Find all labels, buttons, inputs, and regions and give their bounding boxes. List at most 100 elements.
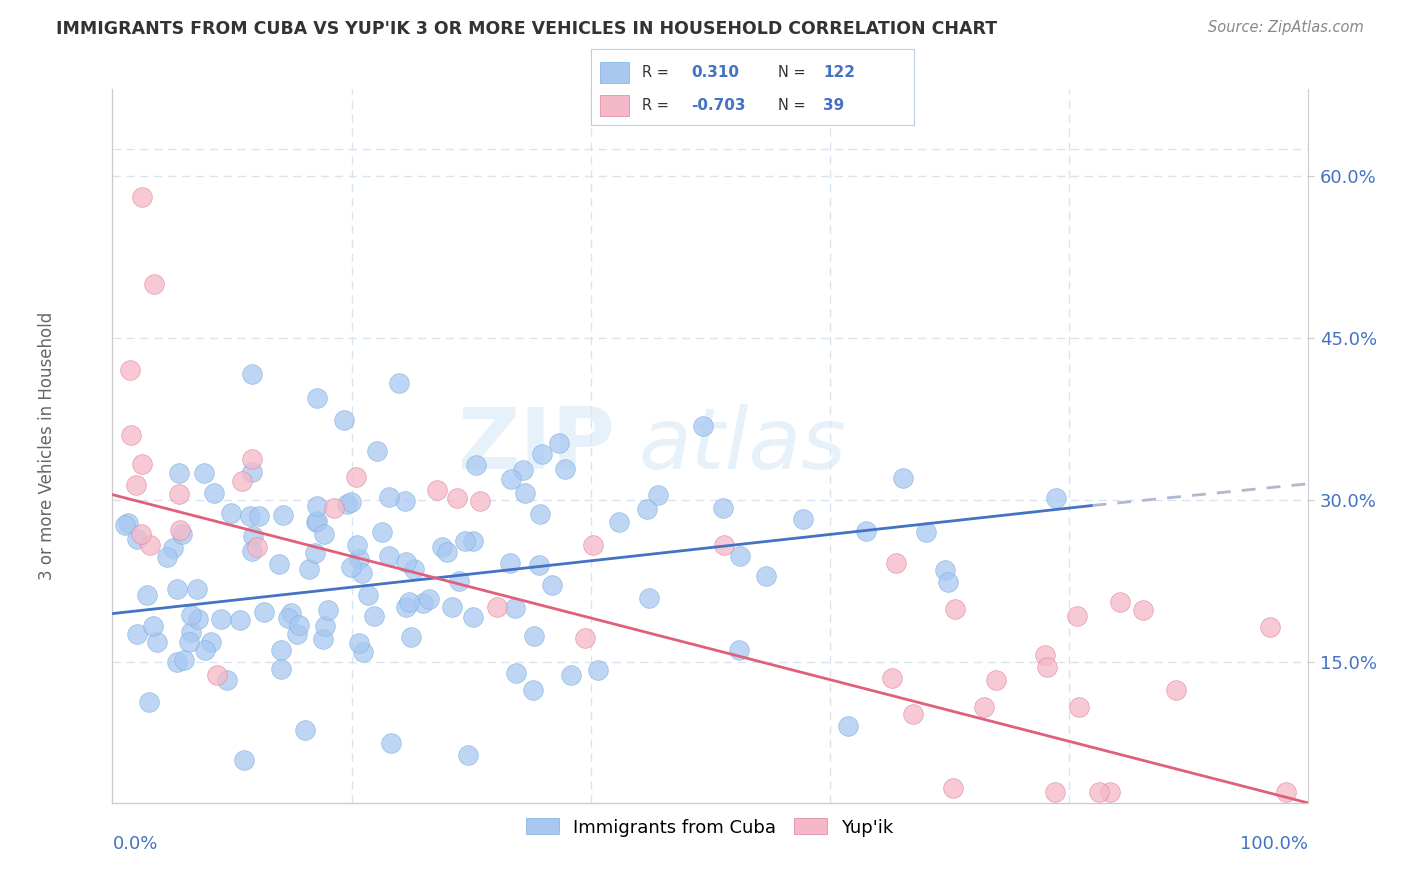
Bar [600,95,630,116]
Point [240,452,263,467]
Text: Source: ZipAtlas.com: Source: ZipAtlas.com [1208,20,1364,35]
Point [179,635,201,649]
Point [1066,609,1088,624]
Point [240,367,263,381]
Point [305,391,328,405]
Point [352,566,374,580]
Point [548,436,571,450]
Point [582,539,605,553]
Point [1132,602,1154,616]
Text: 122: 122 [824,65,855,80]
Point [125,478,148,492]
Point [162,541,184,555]
Point [169,486,191,500]
Point [129,527,152,541]
Point [219,506,242,520]
Point [943,602,966,616]
Point [914,524,936,539]
Point [457,747,479,762]
Point [347,551,370,566]
Point [394,494,416,508]
Point [530,447,553,461]
Point [169,523,191,537]
Point [146,634,169,648]
Point [449,574,471,589]
Point [232,753,254,767]
Point [499,472,522,486]
Text: 0.310: 0.310 [690,65,738,80]
Point [270,643,292,657]
Point [229,613,252,627]
Point [193,466,215,480]
Point [120,427,142,442]
Point [304,546,326,560]
Point [285,626,308,640]
Point [356,588,378,602]
Point [426,483,449,498]
Point [267,558,290,572]
Point [560,668,582,682]
Point [142,618,165,632]
Point [412,596,434,610]
Point [211,613,233,627]
Point [973,699,995,714]
Point [647,487,669,501]
Point [529,507,551,521]
Point [402,562,425,576]
Point [837,719,859,733]
Point [316,603,339,617]
Point [1036,660,1059,674]
Point [541,578,564,592]
Point [180,624,202,639]
Point [903,706,925,721]
Point [461,610,484,624]
Text: IMMIGRANTS FROM CUBA VS YUP'IK 3 OR MORE VEHICLES IN HOUSEHOLD CORRELATION CHART: IMMIGRANTS FROM CUBA VS YUP'IK 3 OR MORE… [56,20,997,37]
Point [205,667,228,681]
Point [523,628,546,642]
Point [1088,785,1111,799]
Point [170,527,193,541]
Text: -0.703: -0.703 [690,97,745,112]
Point [522,683,544,698]
Point [1258,620,1281,634]
Point [363,608,385,623]
Point [418,591,440,606]
Point [401,630,423,644]
Point [217,673,239,687]
Point [727,643,749,657]
Point [446,491,468,506]
Point [398,595,420,609]
Point [138,695,160,709]
Point [117,516,139,530]
Point [194,643,217,657]
Point [247,508,270,523]
Point [336,497,359,511]
Point [454,533,477,548]
Point [942,780,965,795]
Text: 100.0%: 100.0% [1240,835,1308,853]
Point [200,635,222,649]
Point [512,463,534,477]
Point [463,533,485,548]
Point [886,557,908,571]
Point [240,544,263,558]
Point [114,517,136,532]
Point [792,512,814,526]
Point [305,499,328,513]
Point [505,666,527,681]
Text: atlas: atlas [638,404,846,488]
Text: ZIP: ZIP [457,404,614,488]
Point [125,532,148,546]
Point [242,529,264,543]
Text: R =: R = [643,65,673,80]
Point [186,582,208,596]
Point [1109,595,1132,609]
Point [1045,491,1067,506]
Point [366,444,388,458]
Point [253,605,276,619]
Bar [600,62,630,83]
Point [378,490,401,504]
Point [298,561,321,575]
Point [936,575,959,590]
Point [380,736,402,750]
